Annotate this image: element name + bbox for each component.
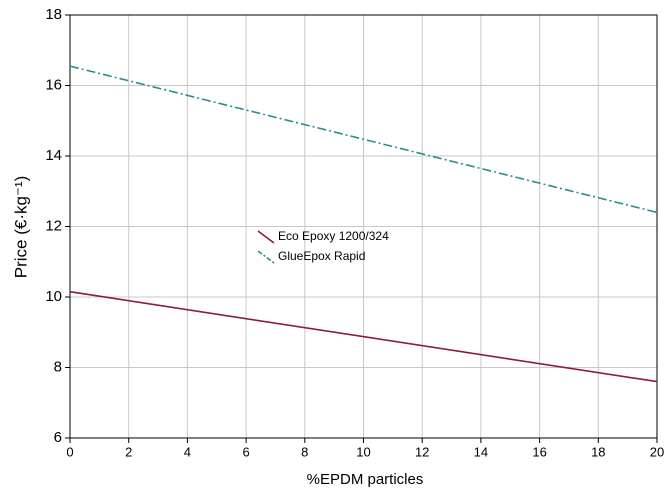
legend-label: Eco Epoxy 1200/324 [278,229,389,243]
legend-swatch [257,250,275,264]
plot-frame [69,14,658,439]
x-tick-label: 8 [301,444,308,459]
y-tick-label: 8 [54,358,62,375]
y-tick-label: 14 [45,147,62,164]
y-tick-label: 10 [45,288,62,305]
x-tick-label: 20 [650,444,664,459]
x-tick-label: 10 [356,444,370,459]
x-tick-label: 4 [184,444,191,459]
y-tick-label: 16 [45,76,62,93]
x-tick-label: 0 [66,444,73,459]
x-tick-label: 14 [474,444,488,459]
legend-swatch [257,230,275,244]
x-tick-label: 2 [125,444,132,459]
x-tick-label: 18 [591,444,605,459]
y-tick-label: 12 [45,217,62,234]
y-tick-label: 18 [45,6,62,23]
x-axis-label: %EPDM particles [307,471,424,488]
x-tick-label: 6 [242,444,249,459]
y-tick-label: 6 [54,429,62,446]
y-axis-label: Price (€·kg⁻¹) [11,176,30,278]
x-tick-label: 12 [415,444,429,459]
data-line [69,290,658,383]
legend-label: GlueEpox Rapid [278,249,365,263]
x-tick-label: 16 [532,444,546,459]
data-line [69,65,658,214]
